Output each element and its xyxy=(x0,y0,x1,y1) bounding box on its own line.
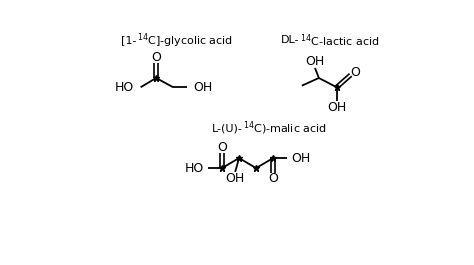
Text: OH: OH xyxy=(226,172,245,185)
Text: [1-: [1- xyxy=(121,35,137,45)
Text: OH: OH xyxy=(291,152,310,165)
Text: O: O xyxy=(217,141,227,154)
Text: HO: HO xyxy=(185,162,204,175)
Text: O: O xyxy=(151,51,161,64)
Text: $^{14}$C)-malic acid: $^{14}$C)-malic acid xyxy=(243,119,327,137)
Text: L-(U)-: L-(U)- xyxy=(212,123,243,133)
Text: OH: OH xyxy=(305,55,325,68)
Text: $^{14}$C-lactic acid: $^{14}$C-lactic acid xyxy=(300,32,379,48)
Text: OH: OH xyxy=(193,81,212,94)
Text: $^{14}$C]-glycolic acid: $^{14}$C]-glycolic acid xyxy=(137,31,233,50)
Text: DL-: DL- xyxy=(281,35,300,45)
Text: O: O xyxy=(350,66,360,79)
Text: OH: OH xyxy=(327,101,346,114)
Text: HO: HO xyxy=(115,81,135,94)
Text: O: O xyxy=(268,172,278,185)
